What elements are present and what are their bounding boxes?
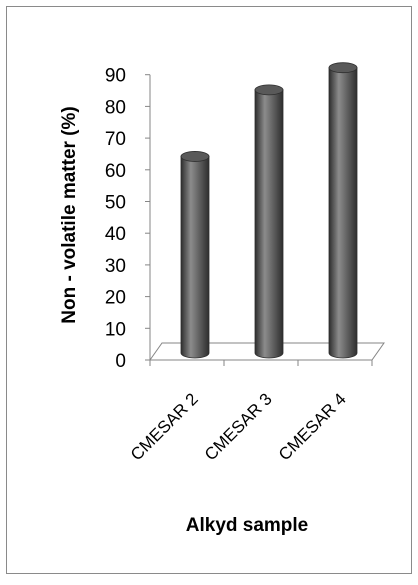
x-axis-labels: CMESAR 2 CMESAR 3 CMESAR 4	[127, 389, 350, 464]
y-tick-label: 90	[105, 66, 126, 87]
y-tick-label: 80	[105, 97, 126, 118]
x-axis-title: Alkyd sample	[186, 515, 309, 536]
y-tick-label: 40	[105, 224, 126, 245]
bar-body	[180, 156, 210, 359]
bar-body	[328, 67, 358, 359]
y-tick-label: 20	[105, 288, 126, 309]
bar	[254, 84, 284, 359]
bar	[328, 62, 358, 359]
y-tick-label: 30	[105, 256, 126, 277]
x-category-label: CMESAR 4	[275, 389, 350, 464]
chart-border	[6, 6, 412, 574]
bars	[180, 62, 358, 359]
bar	[180, 151, 210, 359]
y-tick-label: 50	[105, 193, 126, 214]
x-category-label: CMESAR 2	[127, 389, 202, 464]
bar-top	[254, 84, 284, 96]
bar-top	[180, 151, 210, 162]
x-category-label: CMESAR 3	[201, 389, 276, 464]
y-axis-title: Non - volatile matter (%)	[59, 106, 80, 323]
y-axis: 0 10 20 30 40 50 60 70 80 90	[105, 66, 373, 372]
y-tick-label: 70	[105, 129, 126, 150]
y-tick-label: 0	[115, 351, 126, 372]
y-tick-label: 60	[105, 161, 126, 182]
bar-body	[254, 89, 284, 359]
y-tick-label: 10	[105, 319, 126, 340]
bar-top	[328, 62, 358, 74]
